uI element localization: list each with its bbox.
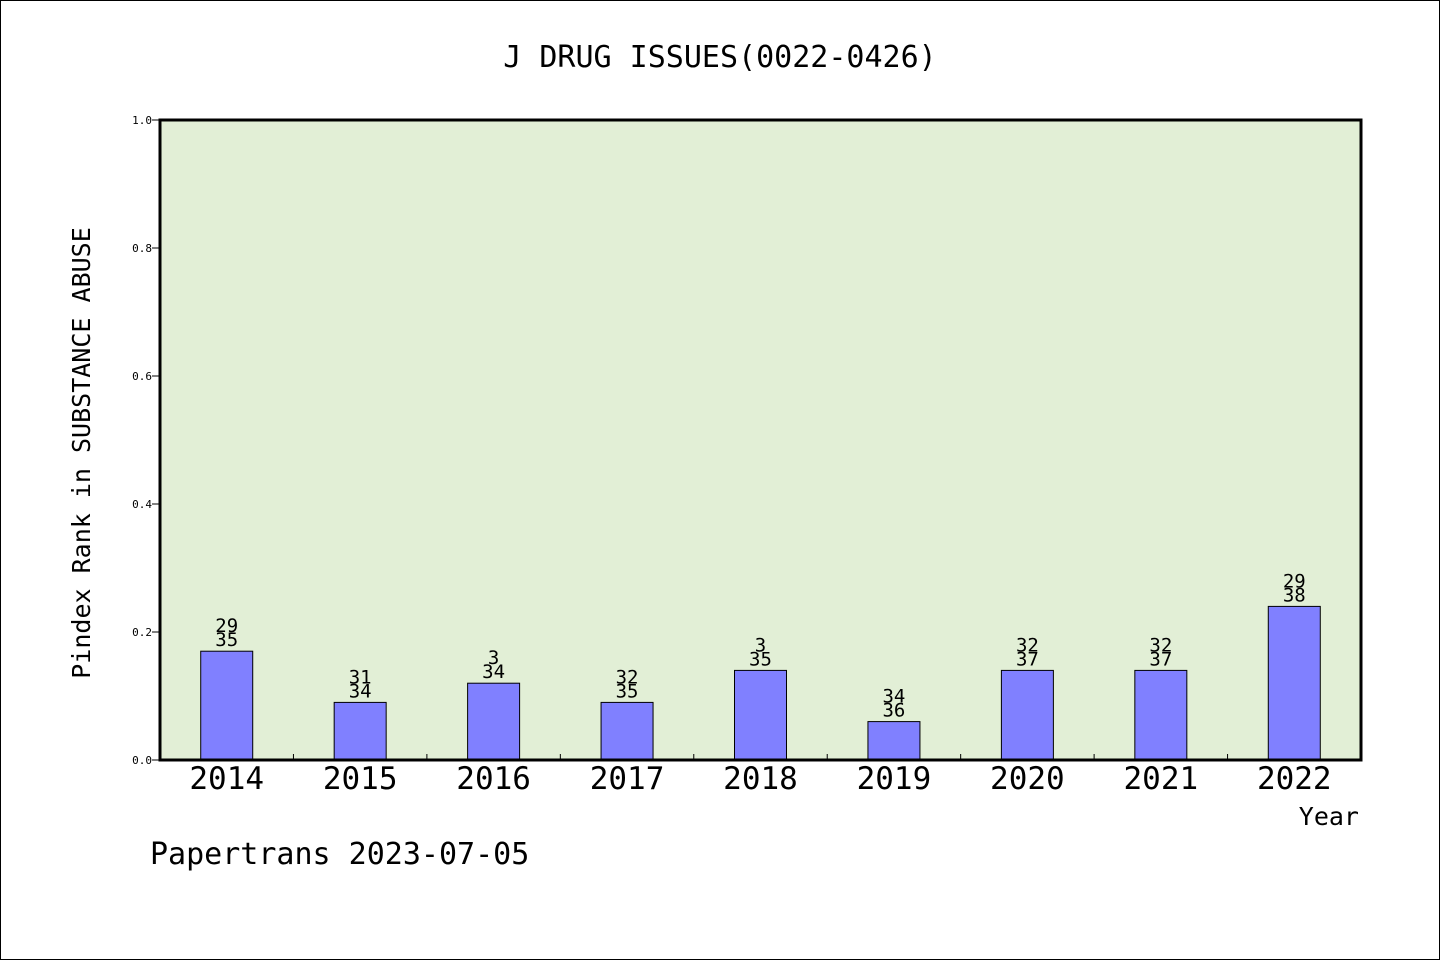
bar-label-bottom: 36 [882,700,905,722]
bars-group [200,605,1321,761]
y-tick-label: 0.2 [132,626,152,639]
bar-2022 [1267,605,1321,761]
y-tick-label: 0.4 [132,498,152,511]
y-axis: 0.0 0.2 0.4 0.6 0.8 1.0 [132,114,160,767]
x-tick-label: 2015 [323,761,398,797]
bar-label-top: 31 [349,666,372,688]
chart-title: J DRUG ISSUES(0022-0426) [503,40,936,75]
y-axis-label: Pindex Rank in SUBSTANCE ABUSE [67,227,96,679]
bar-label-top: 3 [488,647,499,669]
bar-2014 [200,650,254,761]
bar-2015 [333,701,387,761]
bar-label-top: 3 [755,634,766,656]
bar-label-top: 29 [1283,570,1306,592]
bar-label-top: 29 [215,615,238,637]
bar-2020 [1000,669,1054,761]
x-tick-label: 2022 [1257,761,1332,797]
footer-credit: Papertrans 2023-07-05 [150,837,529,872]
x-tick-label: 2016 [456,761,531,797]
x-tick-label: 2017 [590,761,665,797]
bar-label-bottom: 35 [616,680,639,702]
bar-label-bottom: 35 [215,629,238,651]
plot-border [158,118,1363,762]
bar-label-top: 34 [882,686,905,708]
bar-label-bottom: 34 [482,661,505,683]
x-axis-label: Year [1299,802,1359,831]
x-tick-label: 2020 [990,761,1065,797]
x-tick-label: 2019 [857,761,932,797]
y-tick-label: 0.0 [132,754,152,767]
bar-label-bottom: 37 [1149,648,1172,670]
bar-label-bottom: 38 [1283,584,1306,606]
bar-label-bottom: 35 [749,648,772,670]
bar-label-bottom: 34 [349,680,372,702]
bar-label-top: 32 [1016,634,1039,656]
bar-2017 [600,701,654,761]
x-axis: 2014 2015 2016 2017 2018 2019 2020 2021 2022 [189,754,1332,797]
bar-2019 [867,721,921,761]
y-tick-label: 0.8 [132,242,152,255]
bar-2016 [467,682,521,761]
x-tick-label: 2018 [723,761,798,797]
bar-2018 [734,669,787,761]
bar-label-top: 32 [616,666,639,688]
y-tick-label: 0.6 [132,370,152,383]
x-tick-label: 2021 [1124,761,1199,797]
bar-2021 [1134,669,1188,761]
y-tick-label: 1.0 [132,114,152,127]
bar-label-top: 32 [1149,634,1172,656]
x-tick-label: 2014 [189,761,264,797]
plot-area [160,120,1361,760]
bar-label-bottom: 37 [1016,648,1039,670]
